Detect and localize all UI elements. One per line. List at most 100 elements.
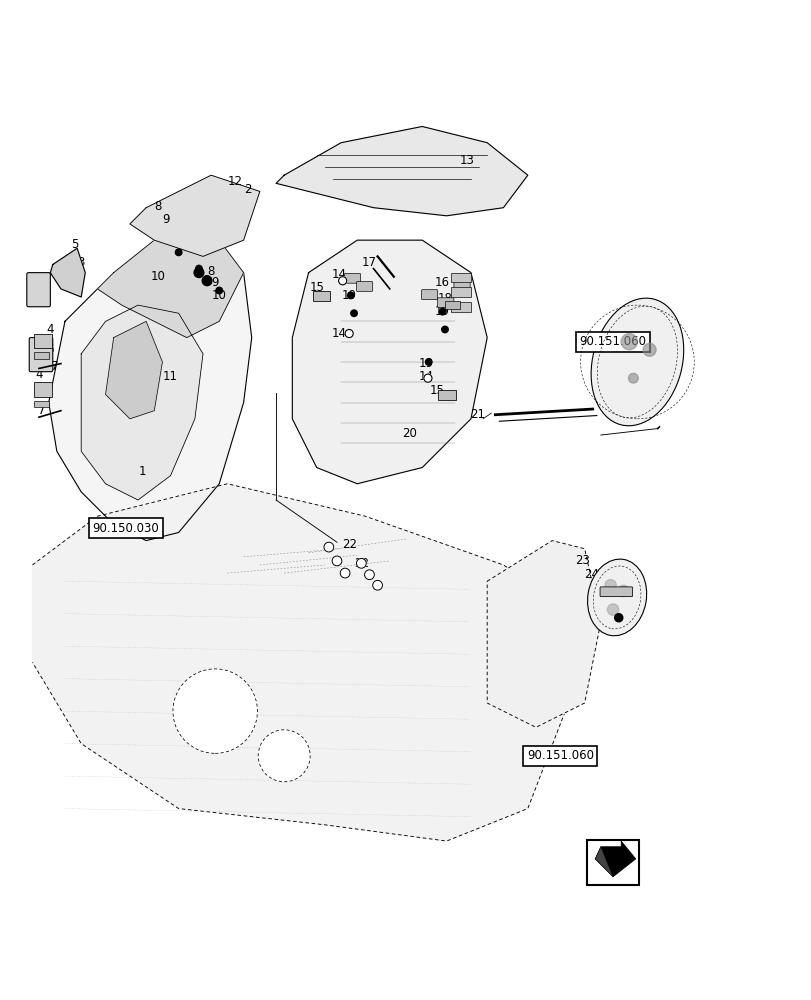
Text: 90.151.060: 90.151.060 <box>526 749 593 762</box>
Text: 6: 6 <box>35 386 43 399</box>
Circle shape <box>604 580 616 591</box>
FancyBboxPatch shape <box>356 282 372 291</box>
Text: 11: 11 <box>163 370 178 383</box>
Polygon shape <box>97 240 243 338</box>
Bar <box>450 287 470 297</box>
Circle shape <box>347 292 354 299</box>
Circle shape <box>173 669 257 753</box>
Circle shape <box>425 359 431 365</box>
Polygon shape <box>130 175 260 256</box>
Text: 15: 15 <box>429 384 444 397</box>
Circle shape <box>345 329 353 338</box>
Bar <box>34 334 52 348</box>
Bar <box>438 390 456 400</box>
Ellipse shape <box>590 298 683 426</box>
Text: 20: 20 <box>402 427 417 440</box>
Circle shape <box>194 268 204 278</box>
FancyBboxPatch shape <box>29 338 53 372</box>
Circle shape <box>441 326 448 333</box>
Circle shape <box>607 604 618 615</box>
Text: 17: 17 <box>362 256 376 269</box>
Bar <box>444 301 459 309</box>
Circle shape <box>258 730 310 782</box>
Text: 90.150.030: 90.150.030 <box>92 522 159 535</box>
Circle shape <box>202 276 212 286</box>
Bar <box>586 840 639 885</box>
Ellipse shape <box>587 559 646 636</box>
Text: 19: 19 <box>418 357 433 370</box>
Text: 4: 4 <box>46 323 54 336</box>
Text: 4: 4 <box>35 368 43 381</box>
Bar <box>34 382 52 397</box>
Circle shape <box>364 570 374 580</box>
Text: 21: 21 <box>470 408 484 421</box>
Text: 19: 19 <box>435 305 449 318</box>
Text: 22: 22 <box>354 557 368 570</box>
Bar <box>450 302 470 312</box>
Text: 9: 9 <box>162 213 170 226</box>
Text: 5: 5 <box>71 238 79 251</box>
Text: 18: 18 <box>437 292 452 305</box>
Polygon shape <box>292 240 487 484</box>
Circle shape <box>204 276 210 282</box>
Text: 12: 12 <box>228 175 242 188</box>
Text: 13: 13 <box>459 154 474 167</box>
Polygon shape <box>276 126 527 216</box>
Circle shape <box>617 585 629 597</box>
Polygon shape <box>50 248 85 297</box>
Text: 24: 24 <box>583 568 598 581</box>
Polygon shape <box>594 847 612 877</box>
Circle shape <box>372 580 382 590</box>
Text: 90.151.060: 90.151.060 <box>579 335 646 348</box>
Bar <box>34 401 49 407</box>
Circle shape <box>614 614 622 622</box>
Circle shape <box>175 249 182 256</box>
Text: 6: 6 <box>46 343 54 356</box>
Text: 10: 10 <box>212 289 226 302</box>
Circle shape <box>338 277 346 285</box>
Circle shape <box>628 373 637 383</box>
Text: 19: 19 <box>341 289 356 302</box>
Text: 14: 14 <box>332 268 346 281</box>
Text: 7: 7 <box>38 404 46 417</box>
Text: 7: 7 <box>51 360 59 373</box>
Circle shape <box>340 568 350 578</box>
Circle shape <box>324 542 333 552</box>
Text: 8: 8 <box>154 200 162 213</box>
Bar <box>312 291 330 301</box>
FancyBboxPatch shape <box>437 298 453 308</box>
Polygon shape <box>32 484 568 841</box>
Polygon shape <box>487 541 600 727</box>
Text: 5: 5 <box>31 295 39 308</box>
FancyBboxPatch shape <box>27 273 50 307</box>
Polygon shape <box>105 321 162 419</box>
Text: 10: 10 <box>151 270 165 283</box>
Text: 14: 14 <box>332 327 346 340</box>
FancyBboxPatch shape <box>453 282 470 291</box>
Text: 2: 2 <box>243 183 251 196</box>
Circle shape <box>620 334 637 350</box>
Text: 16: 16 <box>435 276 449 289</box>
Polygon shape <box>81 305 203 500</box>
Bar <box>450 273 470 282</box>
Bar <box>34 352 49 359</box>
Text: 10: 10 <box>601 614 616 627</box>
FancyBboxPatch shape <box>344 273 360 283</box>
Circle shape <box>350 310 357 316</box>
FancyBboxPatch shape <box>599 587 632 597</box>
Text: 9: 9 <box>211 276 219 289</box>
Circle shape <box>195 265 202 272</box>
Circle shape <box>356 558 366 568</box>
Circle shape <box>439 308 445 315</box>
Polygon shape <box>49 240 251 541</box>
Circle shape <box>332 556 341 566</box>
Circle shape <box>423 374 431 382</box>
Polygon shape <box>594 841 635 877</box>
Text: 1: 1 <box>138 465 146 478</box>
Text: 23: 23 <box>575 554 590 567</box>
Text: 8: 8 <box>207 265 215 278</box>
Text: 22: 22 <box>341 538 356 551</box>
Text: 3: 3 <box>77 256 85 269</box>
Circle shape <box>642 343 655 356</box>
FancyBboxPatch shape <box>421 290 437 299</box>
